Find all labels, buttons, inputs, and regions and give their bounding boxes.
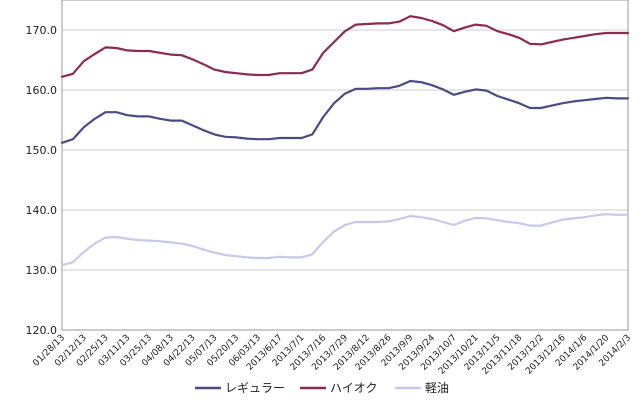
legend-label: レギュラー (225, 381, 285, 395)
legend-label: ハイオク (330, 381, 378, 395)
y-tick-label: 120.0 (26, 324, 58, 337)
legend-label: 軽油 (425, 381, 449, 395)
series-line-3 (60, 213, 630, 267)
y-tick-label: 160.0 (26, 84, 58, 97)
y-tick-label: 130.0 (26, 264, 58, 277)
y-tick-label: 140.0 (26, 204, 58, 217)
plot-frame (61, 0, 629, 331)
legend: レギュラー ハイオク 軽油 (195, 381, 449, 395)
y-tick-label: 170.0 (26, 24, 58, 37)
series-line-2 (60, 15, 630, 78)
y-axis-ticks: 120.0 130.0 140.0 150.0 160.0 170.0 (26, 24, 58, 337)
x-axis-ticks: 01/28/1302/12/1302/25/1303/11/1303/25/13… (31, 333, 633, 377)
y-tick-label: 150.0 (26, 144, 58, 157)
series-line-1 (60, 79, 630, 144)
series-lines (60, 15, 630, 267)
grid (61, 0, 629, 331)
